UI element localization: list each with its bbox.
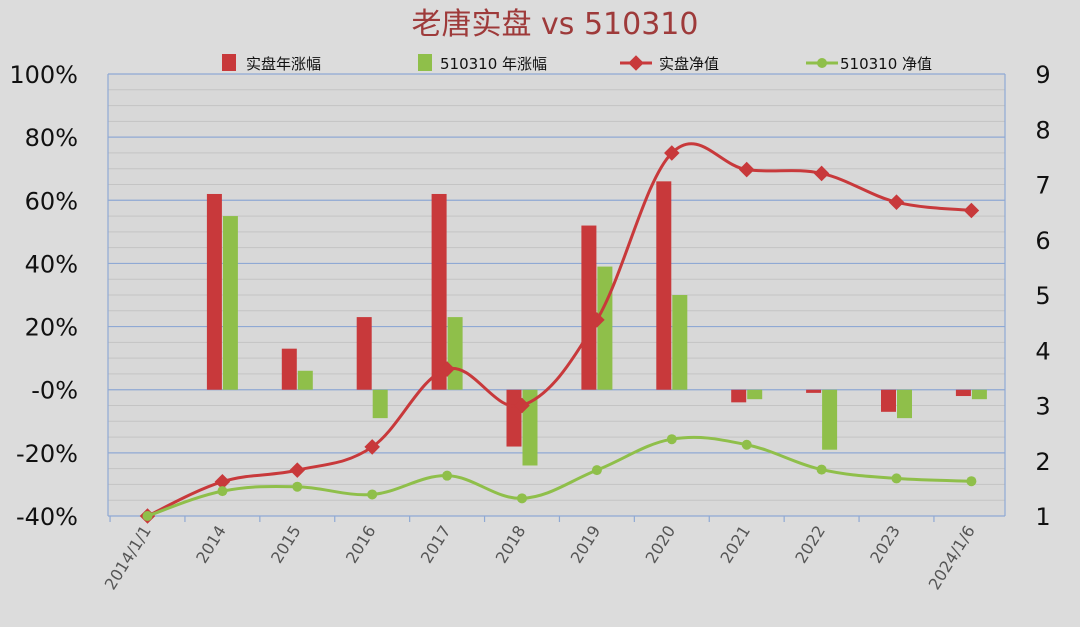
y-axis-left: 100% 80% 60% 40% 20% -0% -20% -40% — [9, 61, 78, 531]
legend-label-1: 实盘年涨幅 — [246, 55, 321, 73]
bar-portfolio-2015 — [281, 348, 297, 390]
y-left-tick-label: -40% — [16, 503, 78, 531]
bar-index-2014 — [222, 216, 238, 390]
x-axis: 2014/1/1 2014 2015 2016 2017 2018 2019 2020 2021… — [101, 522, 979, 593]
y-axis-right: 9 8 7 6 5 4 3 2 1 — [1035, 61, 1050, 531]
bar-portfolio-2019 — [581, 225, 597, 390]
bar-portfolio-2018 — [506, 389, 522, 447]
y-right-tick-label: 4 — [1035, 337, 1050, 365]
point-index-nav-2024/1/6 — [966, 476, 977, 487]
bar-index-2024/1/6 — [971, 389, 987, 400]
point-index-nav-2022 — [816, 464, 827, 475]
x-tick-label: 2022 — [791, 522, 829, 567]
bar-portfolio-2014 — [206, 193, 222, 390]
x-tick-label: 2019 — [567, 522, 605, 567]
x-tick-label: 2018 — [492, 522, 530, 567]
x-tick-label: 2014/1/1 — [101, 522, 155, 593]
y-right-tick-label: 3 — [1035, 393, 1050, 421]
bar-portfolio-2021 — [731, 389, 747, 403]
y-right-tick-label: 9 — [1035, 61, 1050, 89]
x-tick-label: 2021 — [716, 522, 754, 567]
y-left-tick-label: 20% — [25, 314, 78, 342]
bar-index-2019 — [597, 266, 613, 390]
bar-index-2022 — [822, 389, 838, 450]
point-portfolio-nav-2014 — [214, 473, 231, 490]
point-index-nav-2018 — [517, 493, 527, 504]
y-left-tick-label: -20% — [16, 440, 78, 468]
point-index-nav-2021 — [741, 439, 752, 450]
x-tick-label: 2017 — [417, 522, 455, 567]
point-portfolio-nav-2021 — [738, 161, 755, 178]
x-tick-label: 2020 — [642, 522, 680, 567]
bar-index-2023 — [897, 389, 912, 419]
y-left-tick-label: -0% — [31, 377, 78, 405]
legend-swatch-bar-2 — [418, 54, 432, 71]
point-portfolio-nav-2024/1/6 — [963, 202, 980, 219]
y-right-tick-label: 6 — [1035, 227, 1050, 255]
bar-portfolio-2020 — [656, 181, 672, 390]
bar-index-2020 — [672, 295, 688, 390]
bar-portfolio-2022 — [806, 389, 822, 393]
bar-portfolio-2017 — [431, 193, 447, 390]
y-left-tick-label: 80% — [25, 124, 78, 152]
point-portfolio-nav-2020 — [664, 145, 680, 161]
chart-title: 老唐实盘 vs 510310 — [412, 7, 699, 42]
bar-index-2021 — [747, 389, 763, 400]
point-index-nav-2014/1/1 — [142, 511, 153, 521]
bar-index-2016 — [372, 389, 388, 419]
point-portfolio-nav-2022 — [813, 165, 830, 182]
x-tick-label: 2023 — [866, 522, 904, 567]
y-right-tick-label: 8 — [1035, 116, 1050, 144]
x-tick-label: 2024/1/6 — [925, 522, 979, 593]
legend: 实盘年涨幅 510310 年涨幅 实盘净值 510310 净值 — [222, 54, 932, 73]
legend-swatch-bar-1 — [222, 54, 236, 71]
y-right-tick-label: 7 — [1035, 172, 1050, 200]
y-right-tick-label: 2 — [1035, 448, 1050, 476]
point-index-nav-2017 — [442, 470, 453, 481]
point-index-nav-2015 — [292, 481, 303, 492]
y-left-tick-label: 100% — [9, 61, 78, 89]
legend-marker-circle — [817, 58, 827, 68]
bar-index-2015 — [297, 370, 313, 390]
bar-portfolio-2024/1/6 — [955, 389, 971, 397]
point-index-nav-2016 — [367, 489, 378, 500]
y-left-tick-label: 60% — [25, 187, 78, 215]
bar-index-2017 — [447, 317, 463, 390]
plot-area — [107, 73, 1006, 524]
point-index-nav-2019 — [591, 465, 602, 476]
point-index-nav-2014 — [217, 486, 228, 497]
bar-portfolio-2016 — [356, 317, 372, 390]
y-left-tick-label: 40% — [25, 250, 78, 278]
legend-label-3: 实盘净值 — [659, 55, 719, 73]
legend-marker-diamond — [628, 55, 644, 71]
x-tick-label: 2015 — [267, 522, 305, 567]
legend-label-2: 510310 年涨幅 — [440, 55, 547, 73]
x-tick-label: 2016 — [342, 522, 380, 567]
y-right-tick-label: 1 — [1035, 503, 1050, 531]
point-index-nav-2023 — [891, 473, 902, 484]
x-tick-label: 2014 — [192, 522, 230, 567]
y-right-tick-label: 5 — [1035, 282, 1050, 310]
point-portfolio-nav-2023 — [888, 194, 905, 210]
bar-portfolio-2023 — [881, 389, 896, 412]
point-index-nav-2020 — [666, 434, 677, 445]
legend-label-4: 510310 净值 — [840, 55, 932, 73]
